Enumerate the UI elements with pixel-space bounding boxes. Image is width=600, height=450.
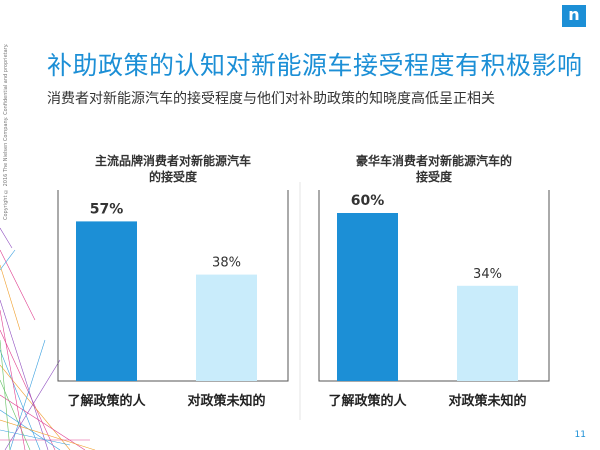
chart-2-bar-2 — [457, 285, 518, 381]
chart-2-title-line-1: 豪华车消费者对新能源汽车的 — [355, 154, 512, 168]
slide-subtitle: 消费者对新能源汽车的接受程度与他们对补助政策的知晓度高低呈正相关 — [47, 91, 495, 107]
chart-1-value-label-2: 38% — [212, 256, 241, 271]
chart-1-title: 主流品牌消费者对新能源汽车 的接受度 — [58, 153, 288, 185]
chart-2-frame — [318, 190, 550, 382]
chart-1-bar-1 — [76, 221, 137, 381]
chart-2-category-label-1: 了解政策的人 — [328, 393, 407, 409]
chart-1-frame — [57, 190, 289, 382]
chart-1-bar-2 — [196, 274, 257, 381]
chart-1-category-label-2: 对政策未知的 — [187, 393, 265, 409]
chart-1-category-label-1: 了解政策的人 — [67, 393, 146, 409]
nielsen-logo: n — [562, 5, 586, 27]
chart-2-value-label-2: 34% — [473, 267, 502, 282]
chart-2-bar-1 — [337, 213, 398, 381]
chart-1-value-label-1: 57% — [90, 201, 124, 217]
chart-2-category-label-2: 对政策未知的 — [448, 393, 526, 409]
page-number: 11 — [574, 430, 586, 440]
chart-1-title-line-1: 主流品牌消费者对新能源汽车 — [94, 154, 251, 168]
chart-2-value-label-1: 60% — [351, 193, 385, 209]
chart-1-title-line-2: 的接受度 — [148, 170, 197, 184]
chart-2-title: 豪华车消费者对新能源汽车的 接受度 — [319, 153, 549, 185]
slide-title: 补助政策的认知对新能源车接受程度有积极影响 — [47, 51, 583, 80]
chart-2-title-line-2: 接受度 — [415, 170, 452, 184]
